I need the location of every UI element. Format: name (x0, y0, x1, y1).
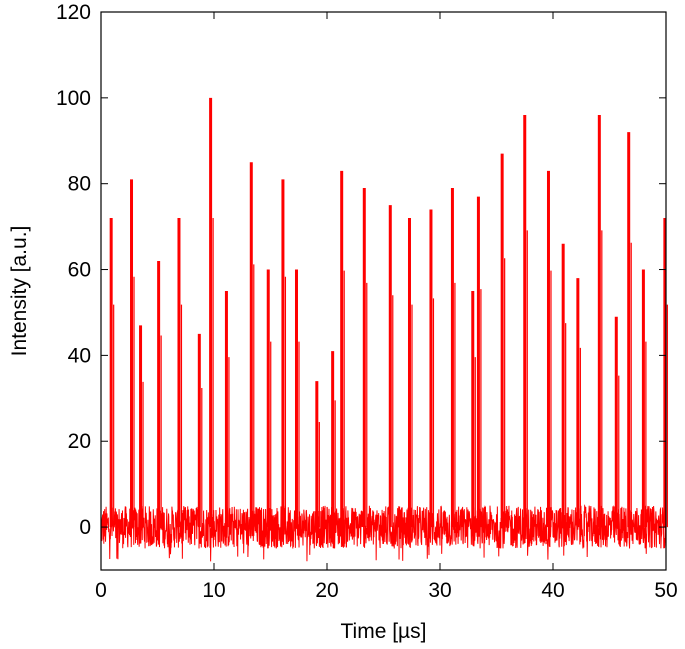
x-tick-label: 40 (541, 579, 564, 602)
x-tick-label: 50 (654, 579, 677, 602)
axis-ticks (100, 11, 667, 570)
y-tick-label: 20 (68, 430, 91, 453)
y-axis-title: Intensity [a.u.] (8, 226, 31, 357)
baseline-noise-trace (100, 504, 667, 562)
intensity-trace-group (100, 504, 667, 562)
x-axis-tick-labels: 0 10 20 30 40 50 (95, 579, 678, 602)
plot-frame (100, 11, 667, 571)
y-tick-label: 100 (56, 87, 91, 110)
y-tick-label: 80 (68, 173, 91, 196)
x-tick-label: 0 (95, 579, 107, 602)
y-tick-label: 60 (68, 259, 91, 282)
y-axis-tick-labels: 0 20 40 60 80 100 120 (56, 1, 91, 539)
y-tick-label: 40 (68, 344, 91, 367)
y-tick-label: 120 (56, 1, 91, 24)
x-axis-title: Time [µs] (341, 620, 427, 643)
plot-area (100, 11, 668, 571)
y-tick-label: 0 (79, 516, 91, 539)
x-tick-label: 10 (202, 579, 225, 602)
x-tick-label: 30 (428, 579, 451, 602)
peak-markers (109, 97, 668, 528)
x-tick-label: 20 (315, 579, 338, 602)
